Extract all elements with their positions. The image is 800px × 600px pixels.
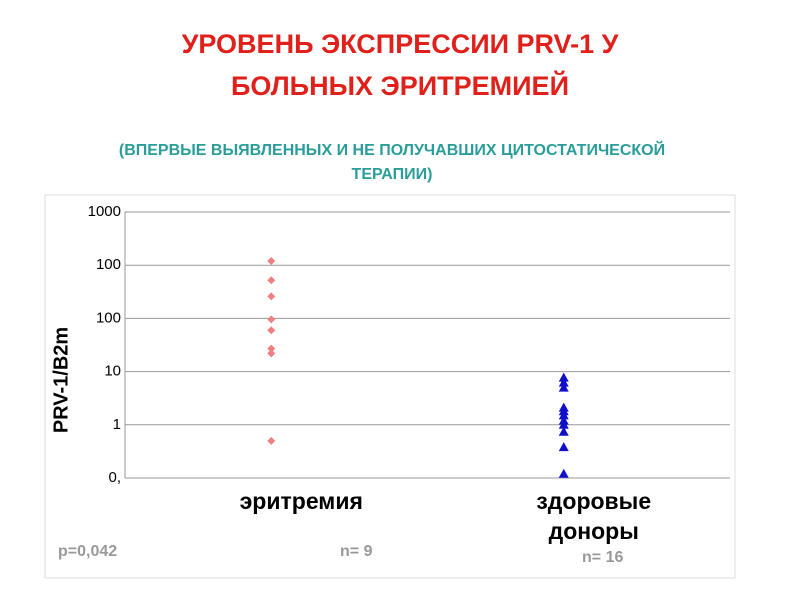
subtitle-line: ТЕРАПИИ) bbox=[352, 166, 433, 183]
point bbox=[558, 468, 569, 478]
point bbox=[267, 276, 276, 285]
point bbox=[558, 382, 569, 392]
y-tick-label: 1 bbox=[113, 416, 121, 433]
x-tick-label: эритремия bbox=[240, 488, 363, 514]
point bbox=[267, 326, 276, 335]
y-tick-label: 0, bbox=[108, 469, 121, 486]
y-tick-label: 100 bbox=[96, 309, 121, 326]
annotation: n= 9 bbox=[340, 543, 373, 560]
point bbox=[267, 315, 276, 324]
point bbox=[267, 256, 276, 265]
chart-frame bbox=[44, 194, 736, 579]
point bbox=[267, 292, 276, 301]
y-axis-label: PRV-1/B2m bbox=[50, 327, 72, 433]
annotation: n= 16 bbox=[582, 549, 623, 566]
point bbox=[558, 442, 569, 452]
y-tick-label: 10 bbox=[104, 363, 121, 380]
point bbox=[267, 344, 276, 353]
x-tick-label: здоровые bbox=[536, 488, 651, 514]
title-line: УРОВЕНЬ ЭКСПРЕССИИ PRV-1 У bbox=[182, 29, 620, 59]
title-line: БОЛЬНЫХ ЭРИТРЕМИЕЙ bbox=[231, 70, 569, 101]
y-tick-label: 100 bbox=[96, 256, 121, 273]
annotation: p=0,042 bbox=[58, 543, 117, 560]
point bbox=[558, 372, 569, 382]
x-tick-label: доноры bbox=[549, 518, 639, 544]
point bbox=[267, 349, 276, 358]
point bbox=[558, 426, 569, 436]
point bbox=[558, 410, 569, 420]
y-tick-label: 1000 bbox=[88, 203, 121, 220]
point bbox=[558, 377, 569, 387]
point bbox=[267, 436, 276, 445]
point bbox=[558, 419, 569, 429]
subtitle-line: (ВПЕРВЫЕ ВЫЯВЛЕННЫХ И НЕ ПОЛУЧАВШИХ ЦИТО… bbox=[119, 140, 665, 159]
